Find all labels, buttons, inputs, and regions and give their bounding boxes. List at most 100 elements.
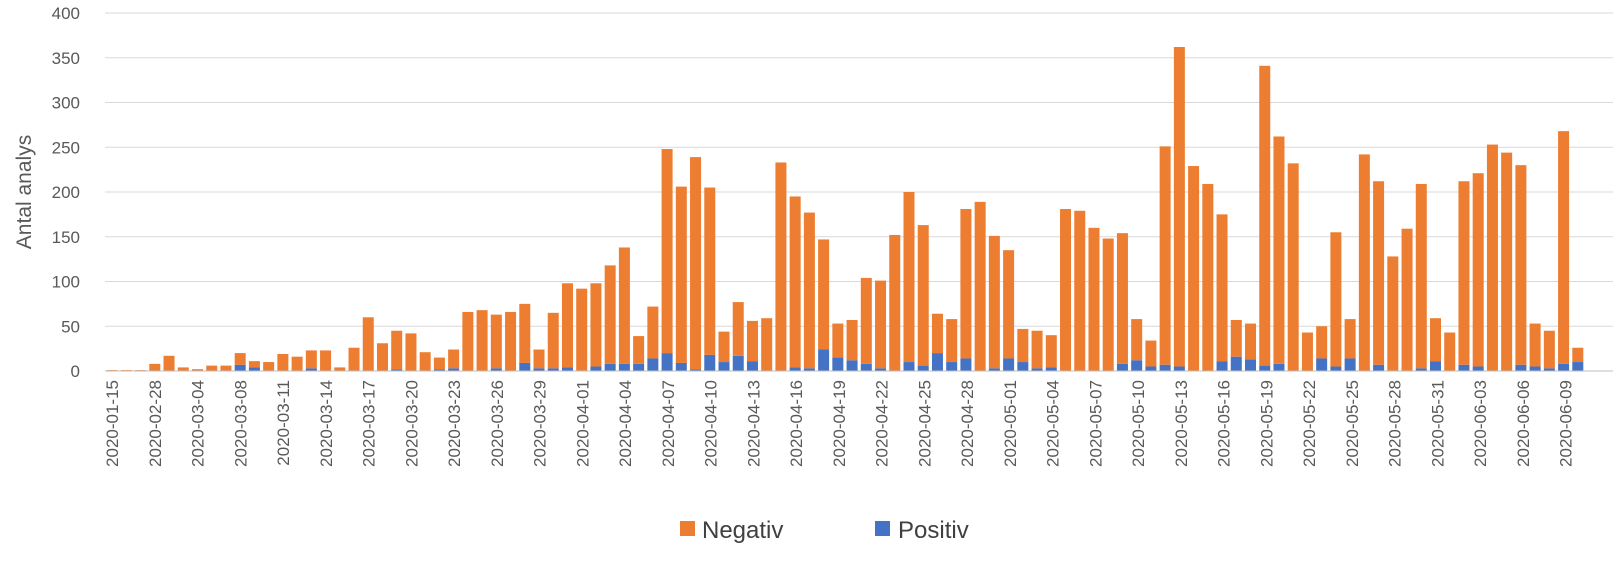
- x-tick-label: 2020-04-28: [958, 380, 977, 467]
- bar-negativ: [419, 352, 431, 371]
- bar-negativ: [789, 196, 801, 368]
- bar-positiv: [1131, 360, 1143, 371]
- bar-positiv: [1145, 366, 1157, 371]
- bar-negativ: [818, 239, 830, 350]
- bar-positiv: [1245, 359, 1257, 371]
- bar-negativ: [1245, 323, 1257, 360]
- x-tick-label: 2020-03-08: [231, 380, 250, 467]
- x-tick-label: 2020-04-19: [830, 380, 849, 467]
- bar-positiv: [1159, 364, 1171, 371]
- bar-negativ: [1572, 347, 1584, 363]
- x-tick-label: 2020-06-09: [1557, 380, 1576, 467]
- bar-positiv: [1045, 367, 1057, 371]
- x-tick-label: 2020-01-15: [103, 380, 122, 467]
- bar-negativ: [376, 343, 388, 371]
- bar-positiv: [448, 368, 460, 371]
- x-tick-label: 2020-04-07: [659, 380, 678, 467]
- bar-negativ: [675, 186, 687, 363]
- x-tick-label: 2020-04-01: [573, 380, 592, 467]
- bar-negativ: [690, 157, 702, 370]
- bar-negativ: [1060, 209, 1072, 371]
- x-tick-label: 2020-05-31: [1428, 380, 1447, 467]
- bar-negativ: [1529, 323, 1541, 367]
- bar-positiv: [832, 357, 844, 371]
- x-tick-label: 2020-03-04: [189, 380, 208, 467]
- x-tick-label: 2020-02-28: [146, 380, 165, 467]
- bar-negativ: [320, 350, 332, 371]
- bar-positiv: [846, 360, 858, 371]
- x-tick-label: 2020-04-22: [873, 380, 892, 467]
- bar-positiv: [803, 368, 815, 371]
- bar-negativ: [448, 349, 460, 369]
- bar-positiv: [818, 349, 830, 371]
- y-tick-label: 250: [52, 138, 80, 157]
- bar-negativ: [604, 265, 616, 364]
- bar-positiv: [1116, 363, 1128, 371]
- bar-negativ: [1045, 335, 1057, 368]
- y-tick-label: 350: [52, 49, 80, 68]
- bar-negativ: [1287, 163, 1299, 371]
- bar-positiv: [860, 363, 872, 371]
- x-tick-label: 2020-05-25: [1343, 380, 1362, 467]
- bar-positiv: [917, 365, 929, 371]
- bar-negativ: [1472, 173, 1484, 367]
- x-tick-label: 2020-05-19: [1257, 380, 1276, 467]
- bar-negativ: [946, 319, 958, 363]
- bar-positiv: [1003, 358, 1015, 371]
- x-tick-label: 2020-05-16: [1215, 380, 1234, 467]
- x-tick-label: 2020-04-04: [616, 380, 635, 467]
- x-tick-label: 2020-03-26: [488, 380, 507, 467]
- bar-positiv: [1031, 368, 1043, 371]
- legend-swatch-negativ: [680, 521, 695, 536]
- bar-negativ: [1415, 183, 1427, 369]
- bar-negativ: [519, 303, 531, 363]
- bar-negativ: [846, 319, 858, 361]
- bar-negativ: [405, 333, 417, 371]
- bar-negativ: [960, 209, 972, 359]
- bar-negativ: [177, 367, 189, 371]
- legend-label-positiv: Positiv: [898, 517, 969, 544]
- x-tick-label: 2020-05-22: [1300, 380, 1319, 467]
- legend-label-negativ: Negativ: [702, 517, 783, 544]
- bar-negativ: [618, 247, 630, 364]
- bar-positiv: [1458, 364, 1470, 371]
- bar-negativ: [1558, 131, 1570, 364]
- bar-negativ: [718, 331, 730, 363]
- bar-negativ: [775, 162, 787, 371]
- bar-negativ: [234, 353, 246, 365]
- bar-positiv: [988, 368, 1000, 371]
- bar-negativ: [263, 362, 275, 371]
- bar-negativ: [291, 356, 303, 371]
- bar-positiv: [1543, 368, 1555, 371]
- bar-negativ: [476, 310, 488, 371]
- bar-negativ: [220, 365, 232, 371]
- bar-negativ: [248, 361, 260, 368]
- x-tick-label: 2020-05-10: [1129, 380, 1148, 467]
- bar-positiv: [1472, 366, 1484, 371]
- bar-negativ: [1458, 181, 1470, 365]
- x-tick-label: 2020-03-23: [445, 380, 464, 467]
- bar-negativ: [1074, 210, 1086, 371]
- bar-negativ: [903, 192, 915, 363]
- x-axis-ticks: 2020-01-15 2020-02-28 2020-03-04 2020-03-08…: [103, 380, 1576, 467]
- bar-positiv: [547, 368, 559, 371]
- bar-negativ: [1216, 214, 1228, 362]
- legend: Negativ Positiv: [680, 517, 969, 544]
- bar-negativ: [1387, 256, 1399, 371]
- bar-positiv: [433, 369, 445, 371]
- bar-negativ: [334, 367, 346, 371]
- bar-positiv: [647, 358, 659, 371]
- bar-negativ: [1116, 233, 1128, 364]
- y-tick-label: 100: [52, 273, 80, 292]
- bar-negativ: [1017, 328, 1029, 363]
- x-tick-label: 2020-04-13: [744, 380, 763, 467]
- bar-positiv: [1273, 363, 1285, 371]
- bar-negativ: [391, 330, 403, 370]
- bar-negativ: [1230, 319, 1242, 357]
- bar-negativ: [1444, 332, 1456, 371]
- bar-positiv: [1373, 364, 1385, 371]
- bar-positiv: [690, 369, 702, 371]
- bar-negativ: [590, 283, 602, 367]
- bar-negativ: [206, 365, 218, 371]
